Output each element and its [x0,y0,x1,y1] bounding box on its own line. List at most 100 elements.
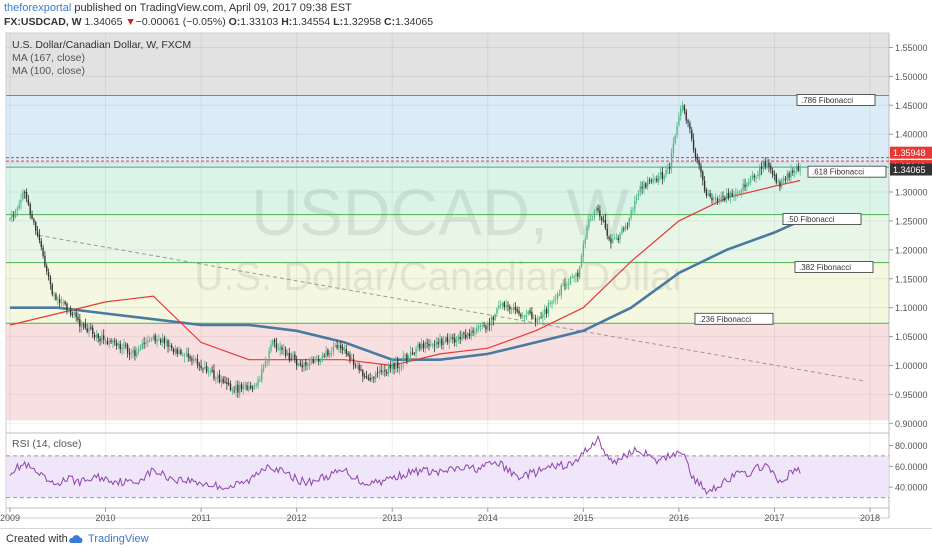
candle-body [275,342,278,349]
candle-body [369,378,371,380]
fib-label-text-0: .786 Fibonacci [801,96,853,105]
candle-body [163,337,166,344]
candle-body [558,294,561,296]
candle-body [22,191,24,200]
candle-body [542,313,544,318]
candle-body [703,180,706,191]
candle-body [255,384,257,386]
candle-body [643,183,645,189]
candle-body [442,341,445,345]
candle-body [626,225,629,227]
candle-body [284,349,287,356]
candle-body [176,348,178,354]
author-link[interactable]: theforexportal [4,2,72,14]
time-tick-label: 2011 [191,513,210,523]
candle-body [593,211,596,218]
candle-body [744,184,746,188]
price-tick-label: 1.00000 [895,361,928,371]
candle-body [395,362,397,369]
candle-body [573,276,575,278]
candle-body [86,328,88,332]
candle-body [123,343,125,349]
price-tick-label: 0.95000 [895,390,928,400]
candle-body [533,317,535,319]
rsi-axis[interactable]: 40.0000 60.0000 80.0000 [889,441,928,493]
candle-body [485,326,487,330]
candle-body [692,139,695,150]
candle-body [312,359,314,363]
candle-body [77,316,79,321]
candle-body [27,199,30,205]
tradingview-brand[interactable]: TradingView [88,533,149,545]
candle-body [147,340,149,343]
candle-body [308,359,311,366]
candle-body [667,167,669,170]
candle-body [623,228,625,230]
legend-ma-100: MA (100, close) [12,65,85,77]
candle-body [224,381,226,383]
candle-body [117,343,120,346]
candle-body [185,352,188,355]
price-tick-label: 1.20000 [895,245,928,255]
candle-body [424,342,426,349]
candle-body [487,323,489,330]
price-badge-2 [890,163,932,176]
candle-body [720,196,722,200]
watermark-symbol: USDCAD, W [251,175,629,249]
candle-body [290,358,292,360]
chart-canvas[interactable]: USDCAD, W U.S. Dollar/Canadian Dollar .7… [0,0,932,528]
fib-label-box-1[interactable] [807,165,887,178]
candle-body [461,333,463,341]
candle-body [510,308,513,310]
candle-body [387,365,390,374]
candle-body [167,340,169,347]
last-price: 1.34065 [84,16,123,28]
candle-body [797,165,800,171]
fib-label-box-4[interactable] [694,312,774,325]
candle-body [132,350,134,354]
candle-body [79,319,81,327]
candle-body [169,344,171,347]
low-value: 1.32958 [343,16,382,28]
time-axis[interactable]: 2009 2010 2011 2012 2013 2014 2015 2016 2017 2018 [0,507,889,523]
fib-label-box-0[interactable] [796,94,876,106]
candle-body [338,344,340,349]
candle-body [12,215,15,217]
rsi-pane [6,435,889,499]
candle-body [654,179,656,180]
candle-body [154,335,156,342]
candle-body [683,105,686,111]
candle-body [272,340,274,345]
tradingview-cloud-icon [69,535,83,543]
candle-body [191,358,193,361]
candle-body [540,317,542,318]
candle-body [505,305,507,308]
candle-body [128,353,131,355]
fibonacci-labels[interactable]: .786 Fibonacci .618 Fibonacci .50 Fibonacc… [694,94,887,325]
candle-body [250,385,252,388]
price-axis[interactable]: 0.90000 0.95000 1.00000 1.05000 1.10000 1.150… [889,43,928,429]
fib-label-text-4: .236 Fibonacci [699,315,751,324]
candle-body [444,337,447,342]
candle-body [93,334,96,338]
candle-body [226,381,228,384]
fib-label-box-2[interactable] [782,213,862,225]
candle-body [551,301,553,304]
candle-body [194,358,197,360]
candle-body [303,362,305,368]
fib-label-box-3[interactable] [794,261,874,273]
candle-body [205,366,208,372]
candle-body [222,378,224,383]
candle-body [465,334,467,339]
candle-body [47,272,50,277]
candle-body [301,364,303,368]
price-tick-label: 1.15000 [895,274,928,284]
candle-body [694,149,697,158]
candle-body [549,303,551,304]
candle-body [499,304,502,306]
candle-body [376,372,379,374]
time-tick-label: 2017 [764,513,784,523]
candle-body [218,374,221,383]
candle-body [352,359,355,365]
candle-body [773,174,776,176]
